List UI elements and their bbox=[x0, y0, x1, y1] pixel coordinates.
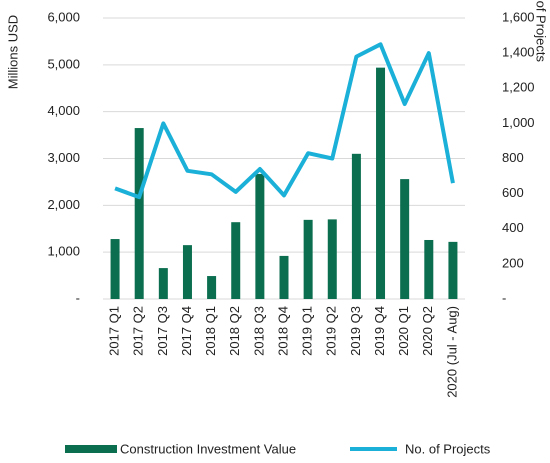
bar bbox=[400, 179, 410, 299]
line bbox=[114, 42, 455, 200]
y-tick-label: 1,000 bbox=[47, 244, 80, 259]
x-tick-label: 2017 Q3 bbox=[155, 306, 170, 356]
y2-axis-label: Number of Projects bbox=[534, 0, 549, 62]
x-tick-label: 2018 Q2 bbox=[227, 306, 242, 356]
bar bbox=[158, 268, 168, 299]
legend-label: Construction Investment Value bbox=[120, 441, 296, 456]
y2-tick-label: 1,200 bbox=[502, 80, 535, 95]
x-tick-label: 2020 Q1 bbox=[396, 306, 411, 356]
y-tick-label: - bbox=[76, 290, 80, 305]
bar bbox=[255, 173, 265, 299]
y-tick-label: 5,000 bbox=[47, 56, 80, 71]
y-axis-label: Millions USD bbox=[5, 15, 20, 89]
y2-tick-label: 200 bbox=[502, 255, 524, 270]
bar bbox=[424, 239, 434, 299]
bar bbox=[448, 241, 458, 299]
y2-tick-label: 1,400 bbox=[502, 45, 535, 60]
y2-tick-label: - bbox=[502, 290, 506, 305]
bar bbox=[303, 219, 313, 299]
bar bbox=[351, 153, 361, 299]
bar bbox=[134, 128, 144, 299]
bar bbox=[182, 245, 192, 299]
x-tick-label: 2018 Q4 bbox=[275, 306, 290, 356]
x-tick-label: 2017 Q4 bbox=[179, 306, 194, 356]
y2-tick-label: 800 bbox=[502, 150, 524, 165]
x-tick-label: 2020 (Jul - Aug) bbox=[444, 306, 459, 398]
y2-tick-label: 400 bbox=[502, 220, 524, 235]
y2-tick-label: 1,000 bbox=[502, 115, 535, 130]
x-tick-label: 2017 Q2 bbox=[131, 306, 146, 356]
legend-swatch bbox=[65, 445, 117, 453]
y-tick-label: 3,000 bbox=[47, 150, 80, 165]
legend-label: No. of Projects bbox=[405, 441, 491, 456]
x-tick-label: 2018 Q3 bbox=[251, 306, 266, 356]
x-tick-label: 2019 Q2 bbox=[324, 306, 339, 356]
y-tick-label: 4,000 bbox=[47, 103, 80, 118]
bar bbox=[376, 67, 386, 299]
y-tick-label: 6,000 bbox=[47, 9, 80, 24]
y-tick-label: 2,000 bbox=[47, 197, 80, 212]
bar bbox=[231, 222, 241, 299]
bar bbox=[279, 255, 289, 299]
y2-tick-label: 600 bbox=[502, 185, 524, 200]
x-tick-label: 2020 Q2 bbox=[420, 306, 435, 356]
x-tick-label: 2019 Q3 bbox=[348, 306, 363, 356]
x-tick-label: 2019 Q1 bbox=[300, 306, 315, 356]
x-tick-label: 2017 Q1 bbox=[107, 306, 122, 356]
bar bbox=[207, 276, 217, 299]
y2-tick-label: 1,600 bbox=[502, 9, 535, 24]
x-tick-label: 2019 Q4 bbox=[372, 306, 387, 356]
bar bbox=[110, 239, 120, 299]
bar bbox=[327, 219, 337, 299]
x-tick-label: 2018 Q1 bbox=[203, 306, 218, 356]
